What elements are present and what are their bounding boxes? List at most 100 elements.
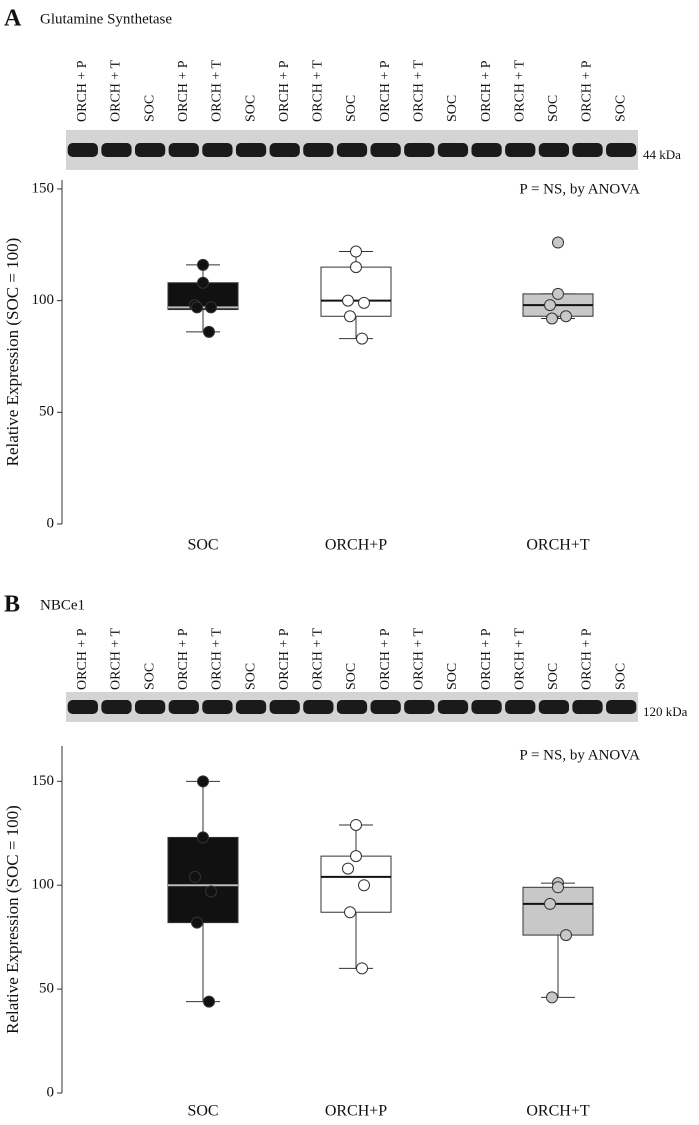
- x-tick-label: SOC: [187, 1103, 218, 1120]
- y-tick-label: 50: [39, 404, 54, 420]
- y-tick-label: 150: [32, 180, 55, 196]
- y-tick-label: 100: [32, 292, 55, 308]
- data-point: [350, 850, 362, 863]
- data-point: [356, 332, 368, 345]
- data-point: [203, 325, 215, 338]
- data-point: [560, 929, 572, 942]
- blot-band: [404, 700, 435, 714]
- blot-band: [437, 700, 469, 714]
- lane-label: ORCH + P: [277, 628, 292, 690]
- data-point: [189, 870, 201, 883]
- data-point: [344, 310, 356, 323]
- blot-band: [538, 700, 570, 714]
- band-size-label: 44 kDa: [643, 147, 681, 162]
- blot-band: [370, 700, 401, 714]
- lane-label: SOC: [142, 663, 157, 690]
- lane-label: ORCH + P: [378, 628, 393, 690]
- blot-band: [336, 700, 368, 714]
- data-point: [350, 261, 362, 274]
- lane-label: SOC: [445, 663, 460, 690]
- lane-label: ORCH + P: [479, 628, 494, 690]
- data-point: [546, 991, 558, 1004]
- blot-band: [235, 143, 267, 157]
- blot-band: [471, 700, 502, 714]
- lane-label: SOC: [243, 663, 258, 690]
- lane-label: ORCH + T: [311, 627, 326, 690]
- data-point: [205, 885, 217, 898]
- data-point: [197, 831, 209, 844]
- blot-band: [505, 143, 536, 157]
- lane-label: ORCH + P: [75, 60, 90, 122]
- x-tick-label: SOC: [187, 537, 218, 554]
- data-point: [344, 906, 356, 919]
- blot-band: [538, 143, 570, 157]
- blot-band: [303, 700, 334, 714]
- y-tick-label: 100: [32, 877, 55, 893]
- x-tick-label: ORCH+P: [325, 1103, 387, 1120]
- y-tick-label: 50: [39, 981, 54, 997]
- blot-band: [370, 143, 401, 157]
- data-point: [358, 879, 370, 892]
- annotation: P = NS, by ANOVA: [519, 747, 640, 763]
- lane-label: ORCH + T: [210, 59, 225, 122]
- data-point: [342, 862, 354, 875]
- panel-letter: B: [4, 592, 20, 618]
- blot-band: [606, 700, 637, 714]
- panel-title: Glutamine Synthetase: [40, 11, 172, 27]
- blot-band: [202, 143, 233, 157]
- data-point: [350, 245, 362, 258]
- data-point: [203, 995, 215, 1008]
- panel-title: NBCe1: [40, 597, 85, 613]
- data-point: [342, 294, 354, 307]
- blot-band: [202, 700, 233, 714]
- blot-band: [134, 700, 166, 714]
- blot-band: [168, 143, 199, 157]
- box: [522, 886, 594, 936]
- lane-label: ORCH + T: [210, 627, 225, 690]
- blot-band: [67, 700, 98, 714]
- band-size-label: 120 kDa: [643, 704, 688, 719]
- blot-band: [168, 700, 199, 714]
- data-point: [552, 881, 564, 894]
- blot-band: [437, 143, 469, 157]
- lane-label: ORCH + P: [580, 628, 595, 690]
- blot-band: [101, 143, 132, 157]
- lane-label: SOC: [142, 95, 157, 122]
- blot-band: [303, 143, 334, 157]
- y-tick-label: 150: [32, 773, 55, 789]
- lane-label: ORCH + T: [109, 59, 124, 122]
- blot-band: [471, 143, 502, 157]
- lane-label: ORCH + P: [176, 60, 191, 122]
- annotation: P = NS, by ANOVA: [519, 181, 640, 197]
- blot-band: [336, 143, 368, 157]
- data-point: [197, 258, 209, 271]
- lane-label: ORCH + T: [412, 627, 427, 690]
- lane-label: SOC: [613, 663, 628, 690]
- blot-band: [269, 143, 300, 157]
- lane-label: SOC: [243, 95, 258, 122]
- lane-label: SOC: [613, 95, 628, 122]
- data-point: [350, 818, 362, 831]
- x-tick-label: ORCH+P: [325, 537, 387, 554]
- data-point: [191, 301, 203, 314]
- blot-band: [606, 143, 637, 157]
- lane-label: ORCH + P: [580, 60, 595, 122]
- blot-band: [572, 700, 603, 714]
- data-point: [356, 962, 368, 975]
- data-point: [544, 897, 556, 910]
- blot-band: [269, 700, 300, 714]
- data-point: [552, 287, 564, 300]
- lane-label: SOC: [546, 95, 561, 122]
- data-point: [358, 296, 370, 309]
- x-tick-label: ORCH+T: [526, 1103, 589, 1120]
- blot-band: [404, 143, 435, 157]
- blot-band: [505, 700, 536, 714]
- lane-label: SOC: [344, 95, 359, 122]
- data-point: [546, 312, 558, 325]
- blot-band: [572, 143, 603, 157]
- lane-label: ORCH + T: [311, 59, 326, 122]
- lane-label: ORCH + T: [512, 59, 527, 122]
- panel-letter: A: [4, 6, 22, 32]
- box: [320, 855, 392, 913]
